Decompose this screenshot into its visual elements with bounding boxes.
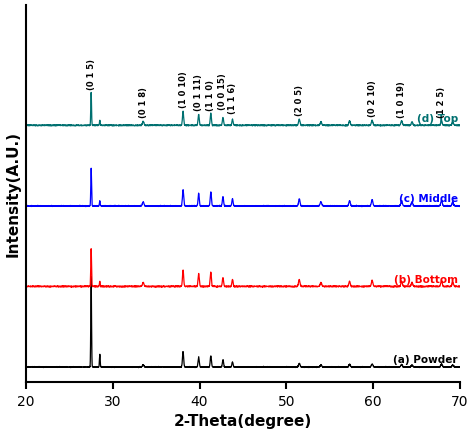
Text: (2 0 5): (2 0 5) [295, 85, 304, 116]
Text: (0 0 15): (0 0 15) [219, 73, 228, 110]
Text: (0 1 8): (0 1 8) [139, 87, 148, 118]
Text: (1 1 0): (1 1 0) [206, 80, 215, 111]
Text: (a) Powder: (a) Powder [393, 355, 458, 365]
X-axis label: 2-Theta(degree): 2-Theta(degree) [174, 414, 312, 428]
Text: (1 0 10): (1 0 10) [179, 71, 188, 108]
Text: (0 1 5): (0 1 5) [87, 59, 96, 89]
Text: (0 1 11): (0 1 11) [194, 74, 203, 111]
Text: (1 1 6): (1 1 6) [228, 83, 237, 114]
Text: (1 2 5): (1 2 5) [437, 86, 446, 118]
Y-axis label: Intensity(A.U.): Intensity(A.U.) [6, 131, 20, 257]
Text: (1 0 19): (1 0 19) [397, 81, 406, 118]
Text: (c) Middle: (c) Middle [399, 194, 458, 204]
Text: (b) Bottom: (b) Bottom [394, 274, 458, 284]
Text: (d) Top: (d) Top [417, 114, 458, 124]
Text: (0 2 10): (0 2 10) [368, 80, 377, 117]
